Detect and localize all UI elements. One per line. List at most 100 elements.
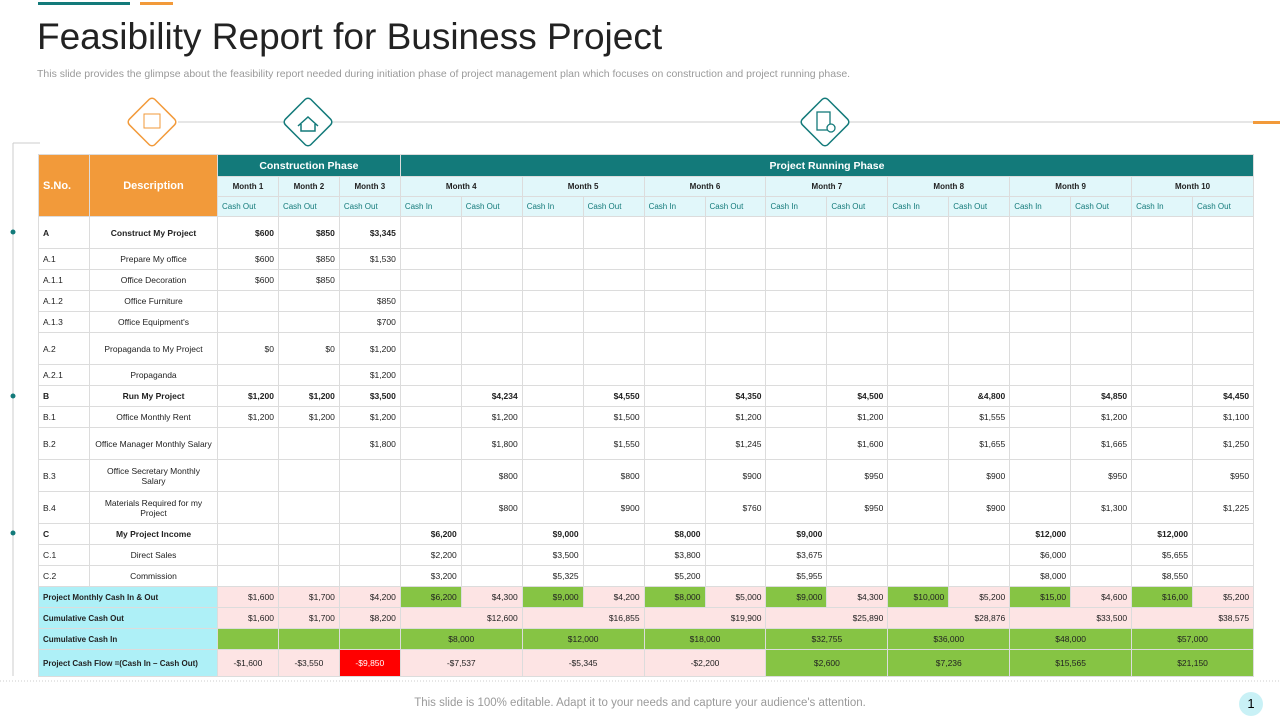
- value-cell: [1131, 385, 1193, 407]
- value-cell: [826, 364, 889, 386]
- value-cell: [887, 459, 950, 492]
- row-label: Cumulative Cash In: [38, 628, 218, 650]
- value-cell: [704, 290, 767, 312]
- sno: B: [38, 385, 90, 407]
- cash-header: Cash Out: [217, 196, 279, 217]
- value-cell: $16,00: [1131, 586, 1193, 608]
- value-cell: $4,200: [338, 586, 401, 608]
- sno: B.2: [38, 427, 90, 460]
- description: Run My Project: [89, 385, 218, 407]
- value-cell: [582, 332, 645, 365]
- value-cell: [460, 523, 523, 545]
- value-cell: [399, 311, 462, 333]
- value-cell: [217, 427, 279, 460]
- value-cell: $12,600: [399, 607, 523, 629]
- value-cell: [887, 332, 950, 365]
- value-cell: [1131, 491, 1193, 524]
- value-cell: [399, 290, 462, 312]
- value-cell: [948, 565, 1011, 587]
- value-cell: [521, 216, 584, 249]
- value-cell: [277, 628, 340, 650]
- value-cell: [1009, 269, 1072, 291]
- value-cell: [643, 406, 706, 428]
- value-cell: [521, 332, 584, 365]
- value-cell: [1131, 364, 1193, 386]
- cash-row: Cash Out Cash Out Cash Out Cash In Cash Out C…: [39, 196, 1255, 217]
- value-cell: [1009, 385, 1072, 407]
- month-header: Month 7: [765, 176, 889, 197]
- value-cell: $1,200: [217, 406, 279, 428]
- value-cell: [460, 269, 523, 291]
- value-cell: [948, 248, 1011, 270]
- value-cell: [277, 290, 340, 312]
- value-cell: [1070, 216, 1133, 249]
- value-cell: [460, 332, 523, 365]
- value-cell: [704, 523, 767, 545]
- value-cell: [1131, 406, 1193, 428]
- body-row: A.2.1 Propaganda $1,200: [38, 364, 1255, 386]
- value-cell: [643, 290, 706, 312]
- value-cell: [582, 269, 645, 291]
- value-cell: [765, 216, 828, 249]
- value-cell: [399, 406, 462, 428]
- value-cell: [948, 332, 1011, 365]
- row-label: Project Monthly Cash In & Out: [38, 586, 218, 608]
- value-cell: [1131, 248, 1193, 270]
- value-cell: $18,000: [643, 628, 767, 650]
- value-cell: [582, 364, 645, 386]
- value-cell: $3,800: [643, 544, 706, 566]
- value-cell: [277, 459, 340, 492]
- value-cell: [704, 364, 767, 386]
- value-cell: $0: [217, 332, 279, 365]
- body-row: A.1.2 Office Furniture $850: [38, 290, 1255, 312]
- value-cell: $5,200: [948, 586, 1011, 608]
- value-cell: $900: [704, 459, 767, 492]
- body-row: C My Project Income $6,200 $9,000 $8,000 $9,0…: [38, 523, 1255, 545]
- description: Office Equipment's: [89, 311, 218, 333]
- month-header: Month 5: [521, 176, 645, 197]
- value-cell: [460, 364, 523, 386]
- description: Propaganda to My Project: [89, 332, 218, 365]
- value-cell: [826, 523, 889, 545]
- value-cell: [399, 269, 462, 291]
- value-cell: [948, 269, 1011, 291]
- value-cell: $950: [1191, 459, 1255, 492]
- value-cell: $1,500: [582, 406, 645, 428]
- value-cell: $1,200: [277, 406, 340, 428]
- value-cell: [704, 248, 767, 270]
- sno: A.1.2: [38, 290, 90, 312]
- monthly-row: Project Monthly Cash In & Out $1,600 $1,70…: [38, 586, 1255, 608]
- value-cell: [582, 248, 645, 270]
- value-cell: [1009, 290, 1072, 312]
- value-cell: $1,800: [338, 427, 401, 460]
- value-cell: [217, 523, 279, 545]
- value-cell: [1070, 248, 1133, 270]
- value-cell: [765, 385, 828, 407]
- value-cell: $8,000: [643, 586, 706, 608]
- value-cell: [1070, 544, 1133, 566]
- value-cell: [643, 385, 706, 407]
- value-cell: [338, 544, 401, 566]
- sno: A: [38, 216, 90, 249]
- value-cell: [582, 290, 645, 312]
- value-cell: [1009, 364, 1072, 386]
- value-cell: $4,600: [1070, 586, 1133, 608]
- value-cell: &4,800: [948, 385, 1011, 407]
- cash-header: Cash Out: [338, 196, 401, 217]
- value-cell: [765, 248, 828, 270]
- value-cell: [887, 385, 950, 407]
- value-cell: $19,900: [643, 607, 767, 629]
- value-cell: [765, 459, 828, 492]
- value-cell: $28,876: [887, 607, 1011, 629]
- value-cell: $8,550: [1131, 565, 1193, 587]
- value-cell: $8,000: [399, 628, 523, 650]
- value-cell: [704, 544, 767, 566]
- sno: A.1: [38, 248, 90, 270]
- month-header: Month 3: [338, 176, 401, 197]
- value-cell: [643, 459, 706, 492]
- value-cell: [1191, 248, 1255, 270]
- value-cell: [521, 459, 584, 492]
- value-cell: $16,855: [521, 607, 645, 629]
- footer-note: This slide is 100% editable. Adapt it to…: [414, 697, 866, 709]
- body-row: A.1.3 Office Equipment's $700: [38, 311, 1255, 333]
